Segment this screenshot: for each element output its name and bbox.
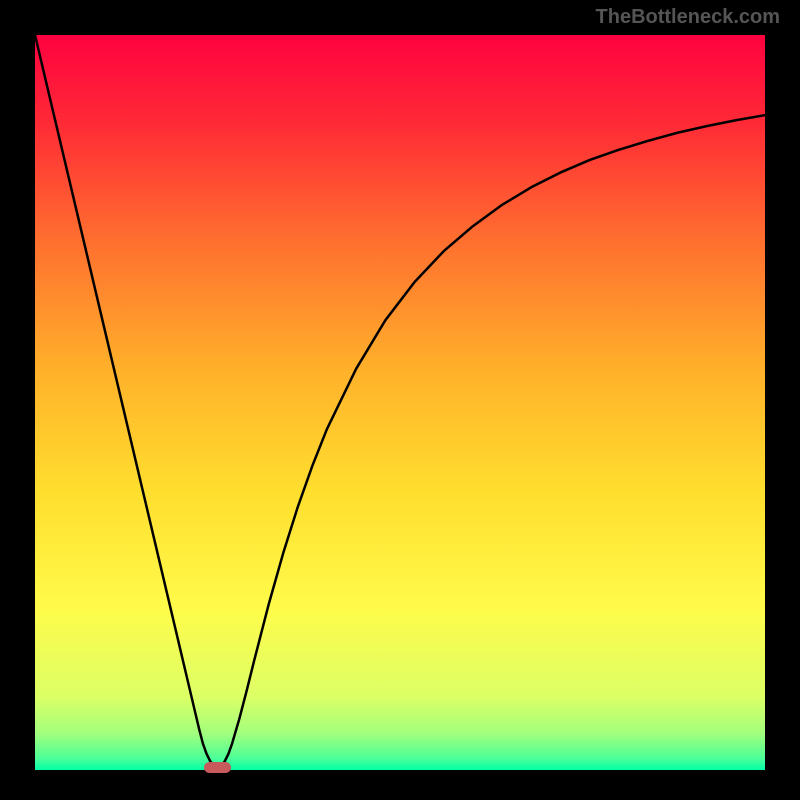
curve-svg [35,35,765,770]
optimum-marker [204,762,230,773]
plot-container: TheBottleneck.com [0,0,800,800]
bottleneck-curve [35,35,765,767]
watermark-text: TheBottleneck.com [596,6,780,29]
